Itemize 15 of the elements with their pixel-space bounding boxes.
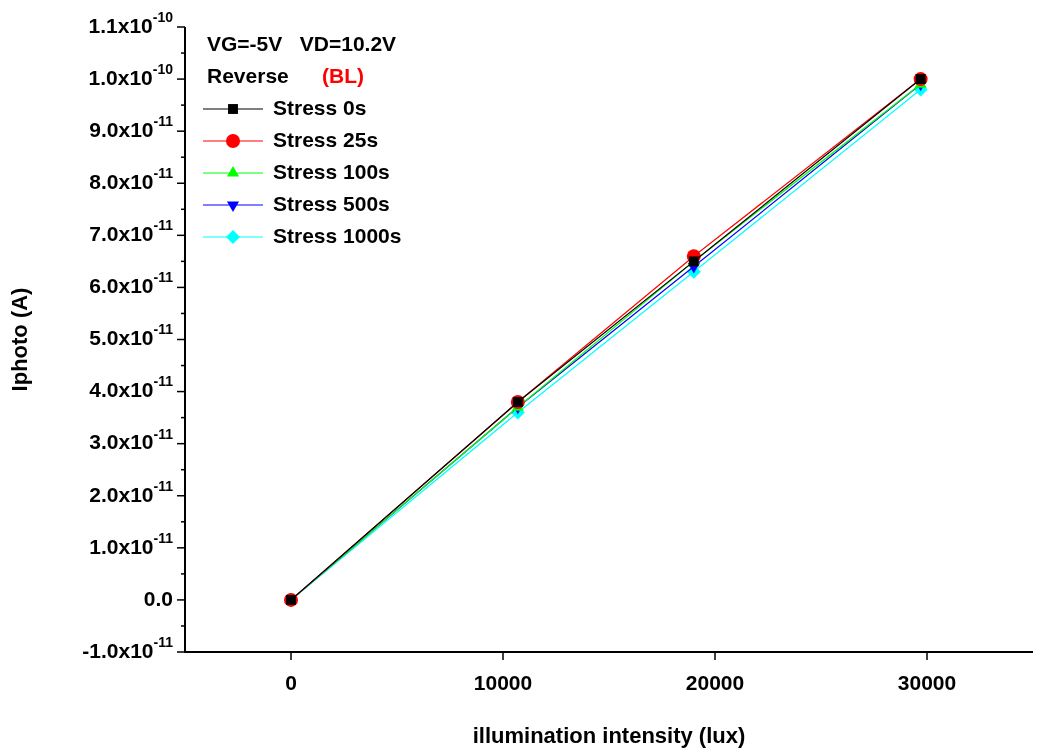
legend-label: Stress 100s (273, 159, 390, 183)
y-axis-title: Iphoto (A) (7, 287, 33, 392)
legend-label: Stress 25s (273, 127, 379, 151)
legend-label: Stress 500s (273, 191, 390, 215)
y-tick-label: 0.0 (143, 586, 174, 610)
annotation: Reverse (207, 63, 289, 87)
x-tick-label: 20000 (685, 670, 745, 694)
x-tick-label: 10000 (473, 670, 533, 694)
x-tick-label: 30000 (897, 670, 957, 694)
x-tick-label: 0 (285, 670, 297, 694)
annotation: (BL) (322, 63, 364, 87)
legend-label: Stress 1000s (273, 223, 402, 247)
legend-label: Stress 0s (273, 95, 367, 119)
annotation: VG=-5V VD=10.2V (207, 31, 397, 55)
x-axis-title: illumination intensity (lux) (472, 722, 746, 748)
